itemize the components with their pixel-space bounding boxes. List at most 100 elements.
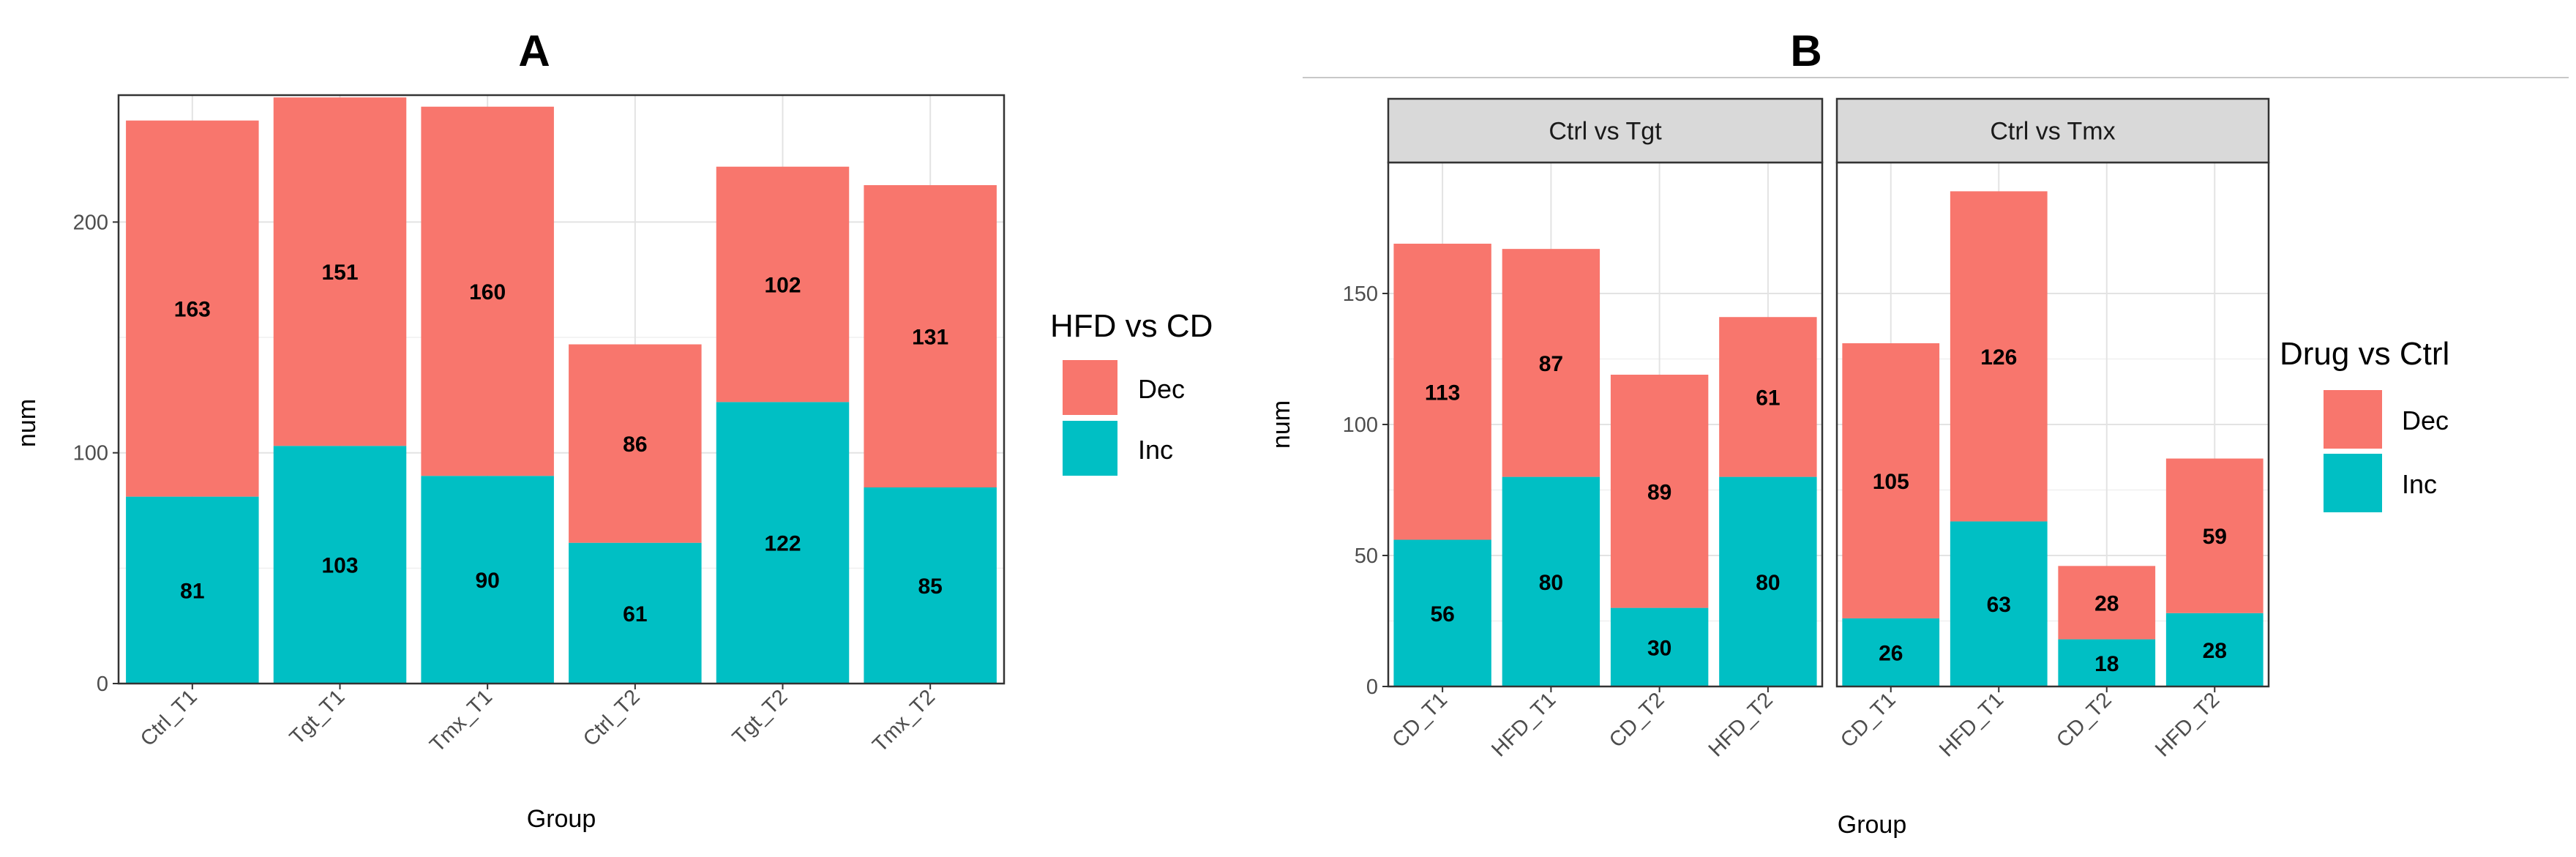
data-label: 86 xyxy=(623,433,647,457)
data-label: 126 xyxy=(1980,345,2017,370)
legend-swatch-dec-b xyxy=(2324,390,2382,449)
data-label: 90 xyxy=(475,569,499,593)
x-axis-label-a: Group xyxy=(527,805,596,833)
x-tick-label: Tmx_T2 xyxy=(868,685,940,757)
data-label: 80 xyxy=(1539,571,1563,595)
y-axis-label-a: num xyxy=(13,399,41,447)
data-label: 61 xyxy=(1756,386,1780,410)
legend-label-inc-b: Inc xyxy=(2402,469,2437,499)
chart-panel-a: A num Group HFD vs CD Dec Inc 0 100 200 81 1… xyxy=(13,26,1213,833)
legend-label-inc-a: Inc xyxy=(1138,435,1173,465)
data-label: 103 xyxy=(321,554,358,578)
panel-border xyxy=(117,94,1006,685)
bar-inc xyxy=(2058,639,2156,686)
data-label: 26 xyxy=(1879,641,1903,665)
bar-dec xyxy=(1502,249,1600,477)
x-tick-label: Tgt_T1 xyxy=(285,685,350,749)
bar-dec xyxy=(1842,343,1940,618)
data-label: 30 xyxy=(1647,636,1671,660)
x-tick-label: Tgt_T2 xyxy=(728,685,793,749)
data-label: 59 xyxy=(2203,525,2227,549)
legend-swatch-dec-a xyxy=(1063,360,1117,415)
y-tick-label: 100 xyxy=(1343,413,1378,437)
data-label: 105 xyxy=(1873,470,1909,494)
bar-dec xyxy=(716,166,850,403)
bar-inc xyxy=(1719,476,1817,686)
bar-dec xyxy=(1393,243,1491,540)
y-tick-label: 150 xyxy=(1343,282,1378,306)
data-label: 87 xyxy=(1539,352,1563,376)
x-tick-label: HFD_T1 xyxy=(1935,688,2008,761)
data-label: 61 xyxy=(623,602,647,626)
bar-inc xyxy=(126,496,259,684)
bar-dec xyxy=(273,97,407,446)
bar-inc xyxy=(421,476,554,684)
x-tick-label: CD_T2 xyxy=(2052,688,2116,752)
legend-title-b: Drug vs Ctrl xyxy=(2280,336,2449,372)
plot-area-b1: 05010015026105CD_T163126HFD_T11828CD_T22… xyxy=(1835,161,2270,761)
data-label: 89 xyxy=(1647,480,1671,504)
y-tick-label: 200 xyxy=(73,211,108,234)
bar-inc xyxy=(1393,539,1491,686)
data-label: 28 xyxy=(2094,591,2119,615)
bar-inc xyxy=(864,487,997,684)
x-tick-label: HFD_T1 xyxy=(1487,688,1560,761)
bar-dec xyxy=(569,344,702,543)
bar-dec xyxy=(2058,566,2156,640)
data-label: 63 xyxy=(1987,593,2011,617)
facet-strip xyxy=(1835,97,2270,164)
facet-strip xyxy=(1387,97,1824,164)
legend-swatch-inc-b xyxy=(2324,454,2382,512)
data-label: 122 xyxy=(764,532,801,556)
y-axis-label-b: num xyxy=(1268,400,1295,449)
bar-inc xyxy=(569,542,702,684)
plot-area-a: 0 100 200 81 163 Ctrl_T1 103 151 Tgt_T1 90 160 Tmx_… xyxy=(73,94,1006,757)
bar-dec xyxy=(1719,317,1817,477)
bar-inc xyxy=(1610,607,1709,686)
facet-strip-label: Ctrl vs Tmx xyxy=(1990,118,2115,146)
bar-inc xyxy=(2165,613,2264,686)
data-label: 102 xyxy=(764,274,801,298)
chart-title-b: B xyxy=(1790,26,1821,75)
bar-inc xyxy=(273,446,407,684)
data-label: 80 xyxy=(1756,571,1780,595)
plot-area-b0: 0 50 100 150 56 113 CD_T1 80 87 HFD_T1 30 89 CD_T2 80… xyxy=(1343,161,1824,761)
data-label: 28 xyxy=(2203,639,2227,663)
x-tick-label: CD_T1 xyxy=(1836,688,1901,752)
bar-dec xyxy=(864,184,997,487)
bar-inc xyxy=(716,402,850,684)
x-tick-label: Ctrl_T2 xyxy=(579,685,645,751)
legend-title-a: HFD vs CD xyxy=(1050,308,1213,344)
bar-dec xyxy=(2165,458,2264,613)
facet-strip-label: Ctrl vs Tgt xyxy=(1549,118,1662,146)
legend-label-dec-a: Dec xyxy=(1138,374,1185,404)
x-tick-label: HFD_T2 xyxy=(2151,688,2224,761)
bar-dec xyxy=(1610,374,1709,608)
data-label: 85 xyxy=(918,575,942,599)
data-label: 163 xyxy=(174,298,211,322)
x-tick-label: HFD_T2 xyxy=(1704,688,1778,761)
data-label: 18 xyxy=(2094,652,2119,676)
chart-panel-b: B num Group Drug vs Ctrl Dec Inc 0 50 100 1… xyxy=(1268,26,2449,839)
bar-dec xyxy=(421,106,554,476)
x-tick-label: CD_T1 xyxy=(1388,688,1452,752)
x-tick-label: Ctrl_T1 xyxy=(136,685,202,751)
bar-inc xyxy=(1502,476,1600,686)
chart-title-a: A xyxy=(518,26,550,75)
bar-dec xyxy=(1950,191,2048,522)
y-tick-label: 0 xyxy=(1366,676,1378,699)
bar-dec xyxy=(126,120,259,497)
data-label: 81 xyxy=(180,579,204,603)
data-label: 151 xyxy=(321,261,358,285)
legend-swatch-inc-a xyxy=(1063,421,1117,476)
bar-inc xyxy=(1950,521,2048,686)
y-tick-label: 100 xyxy=(73,442,108,465)
legend-label-dec-b: Dec xyxy=(2402,405,2449,435)
data-label: 131 xyxy=(912,325,948,349)
y-tick-label: 0 xyxy=(97,673,108,696)
x-tick-label: CD_T2 xyxy=(1605,688,1669,752)
y-tick-label: 50 xyxy=(1355,544,1378,568)
data-label: 56 xyxy=(1430,602,1454,626)
data-label: 113 xyxy=(1425,381,1460,405)
